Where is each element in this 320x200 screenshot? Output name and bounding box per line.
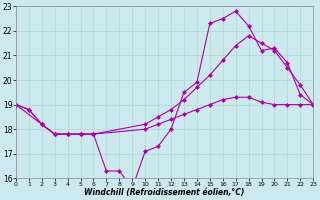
X-axis label: Windchill (Refroidissement éolien,°C): Windchill (Refroidissement éolien,°C) <box>84 188 245 197</box>
